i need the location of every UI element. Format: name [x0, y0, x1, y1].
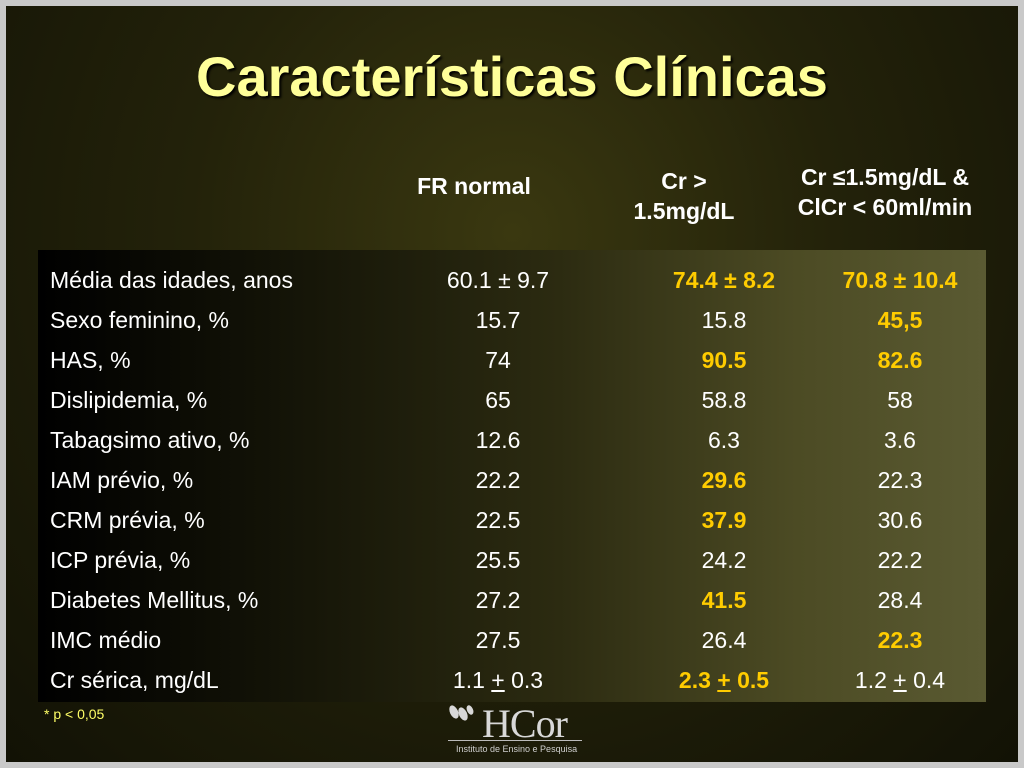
cell-cr-high: 41.5: [701, 587, 747, 613]
cell-cr-high: 2.3 + 0.5: [636, 660, 812, 700]
row-label: Cr sérica, mg/dL: [50, 667, 219, 693]
cell-fr-normal: 12.6: [475, 427, 521, 453]
cell-clcr-low: 70.8 ± 10.4: [842, 267, 958, 293]
column-header-cr-high: Cr > 1.5mg/dL: [596, 166, 772, 226]
column-header-clcr-low: Cr ≤1.5mg/dL & ClCr < 60ml/min: [766, 162, 1004, 222]
row-label: HAS, %: [50, 347, 131, 373]
table-row: Dislipidemia, % 65 58.8 58: [38, 380, 986, 420]
plus-minus: +: [491, 667, 505, 693]
row-label: CRM prévia, %: [50, 507, 205, 533]
table-row: IMC médio 27.5 26.4 22.3: [38, 620, 986, 660]
cell-cr-high: 26.4: [701, 627, 747, 653]
cell-cr-high: 58.8: [701, 387, 747, 413]
cell-clcr-low: 58: [887, 387, 913, 413]
cell-clcr-low: 28.4: [877, 587, 923, 613]
cell-clcr-low: 22.2: [877, 547, 923, 573]
value-b: 0.5: [737, 667, 770, 693]
cell-fr-normal: 65: [485, 387, 511, 413]
table-row: CRM prévia, % 22.5 37.9 30.6: [38, 500, 986, 540]
column-header-fr-normal: FR normal: [417, 173, 531, 199]
cell-cr-high: 37.9: [701, 507, 747, 533]
cell-cr-high: 24.2: [701, 547, 747, 573]
table-row: ICP prévia, % 25.5 24.2 22.2: [38, 540, 986, 580]
value-b: 0.3: [511, 667, 544, 693]
cell-cr-high: 29.6: [701, 467, 747, 493]
logo-text: HCor: [482, 701, 568, 746]
row-label: IAM prévio, %: [50, 467, 194, 493]
table-row: Diabetes Mellitus, % 27.2 41.5 28.4: [38, 580, 986, 620]
column-header-cr-high-line2: 1.5mg/dL: [633, 198, 735, 224]
table-row: Cr sérica, mg/dL 1.1 + 0.3 2.3 + 0.5 1.2…: [38, 660, 986, 700]
cell-fr-normal: 15.7: [475, 307, 521, 333]
slide: Características Clínicas FR normal Cr > …: [6, 6, 1018, 762]
row-label: Dislipidemia, %: [50, 387, 208, 413]
row-label: Diabetes Mellitus, %: [50, 587, 259, 613]
column-header-cr-high-line1: Cr >: [661, 168, 707, 194]
cell-clcr-low: 22.3: [877, 627, 923, 653]
table-row: Sexo feminino, % 15.7 15.8 45,5: [38, 300, 986, 340]
table-row: Média das idades, anos 60.1 ± 9.7 74.4 ±…: [38, 260, 986, 300]
row-label: Tabagsimo ativo, %: [50, 427, 250, 453]
cell-fr-normal: 60.1 ± 9.7: [446, 267, 550, 293]
row-label: ICP prévia, %: [50, 547, 191, 573]
logo-divider: [448, 740, 582, 741]
cell-fr-normal: 27.2: [475, 587, 521, 613]
row-label: Sexo feminino, %: [50, 307, 229, 333]
cell-cr-high: 6.3: [708, 427, 740, 453]
cell-fr-normal: 74: [485, 347, 511, 373]
cell-clcr-low: 45,5: [877, 307, 923, 333]
value-a: 1.1: [452, 667, 485, 693]
column-header-clcr-low-line2: ClCr < 60ml/min: [797, 194, 973, 220]
plus-minus: +: [893, 667, 907, 693]
plus-minus: +: [717, 667, 731, 693]
cell-cr-high: 90.5: [701, 347, 747, 373]
cell-clcr-low: 22.3: [877, 467, 923, 493]
cell-fr-normal: 22.2: [475, 467, 521, 493]
cell-fr-normal: 1.1 + 0.3: [410, 660, 586, 700]
data-table: Média das idades, anos 60.1 ± 9.7 74.4 ±…: [38, 250, 986, 702]
logo-subtitle: Instituto de Ensino e Pesquisa: [456, 744, 578, 754]
cell-clcr-low: 30.6: [877, 507, 923, 533]
column-header-clcr-low-line1: Cr ≤1.5mg/dL &: [800, 164, 970, 190]
cell-cr-high: 15.8: [701, 307, 747, 333]
table-row: IAM prévio, % 22.2 29.6 22.3: [38, 460, 986, 500]
value-b: 0.4: [913, 667, 946, 693]
cell-clcr-low: 82.6: [877, 347, 923, 373]
slide-title: Características Clínicas: [196, 45, 828, 108]
hcor-logo: HCor Instituto de Ensino e Pesquisa: [446, 700, 586, 756]
cell-clcr-low: 1.2 + 0.4: [812, 660, 988, 700]
table-row: Tabagsimo ativo, % 12.6 6.3 3.6: [38, 420, 986, 460]
footnote: * p < 0,05: [44, 706, 105, 722]
row-label: Média das idades, anos: [50, 267, 293, 293]
cell-fr-normal: 27.5: [475, 627, 521, 653]
row-label: IMC médio: [50, 627, 162, 653]
cell-clcr-low: 3.6: [884, 427, 916, 453]
cell-fr-normal: 22.5: [475, 507, 521, 533]
value-a: 1.2: [854, 667, 887, 693]
hcor-mark-icon: [449, 705, 474, 721]
cell-cr-high: 74.4 ± 8.2: [672, 267, 776, 293]
cell-fr-normal: 25.5: [475, 547, 521, 573]
table-row: HAS, % 74 90.5 82.6: [38, 340, 986, 380]
value-a: 2.3: [678, 667, 711, 693]
